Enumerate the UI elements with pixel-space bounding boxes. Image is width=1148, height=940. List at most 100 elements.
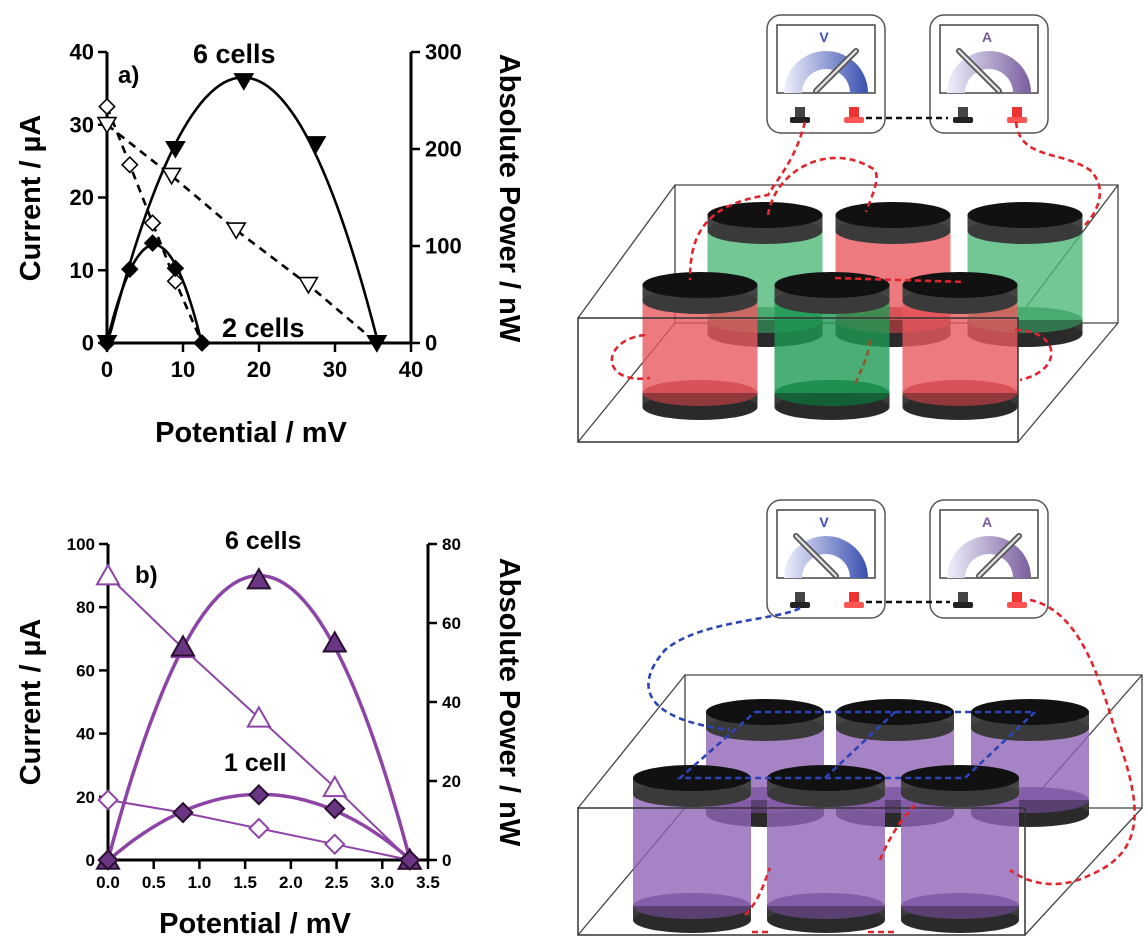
voltmeter-b: V (766, 499, 886, 619)
chart-a-y2-axis-label: Absolute Power / nW (493, 54, 525, 343)
cell-body (633, 790, 751, 906)
chart-0-y-tick-label: 0 (82, 331, 94, 356)
chart-1-x-tick-label: 1.5 (233, 873, 257, 892)
cell-cap-top (774, 272, 890, 298)
chart-a-annotation-2-cells: 2 cells (222, 313, 305, 343)
chart-1-x-tick-label: 1.0 (188, 873, 212, 892)
chart-0-series-2-point (98, 97, 116, 116)
chart-1-series-0-point (95, 563, 121, 586)
chart-0-series-1-line (105, 76, 379, 344)
chart-1-series-2-point (97, 789, 119, 811)
terminal-black-base (790, 117, 810, 123)
terminal-black-base (953, 117, 973, 123)
chart-1-y-tick-label: 40 (76, 725, 95, 744)
chart-0-y-tick-label: 30 (70, 112, 94, 137)
chart-0-series-1-point (233, 73, 255, 91)
terminal-red-base (844, 117, 864, 123)
chart-0-series-3-point (98, 334, 116, 352)
chart-0-y-tick-label: 10 (70, 258, 94, 283)
chart-b-marks (95, 563, 423, 871)
chart-0-series-0-point (298, 276, 319, 295)
terminal-red-base (844, 602, 864, 608)
meter-needle-highlight (977, 534, 1021, 578)
chart-1-x-tick-label: 3.5 (416, 873, 440, 892)
chart-1-y2-tick-label: 20 (442, 772, 461, 791)
wire-red-2 (766, 156, 878, 216)
chart-a-panel-label: a) (118, 62, 139, 89)
chart-a-lines (105, 76, 379, 344)
chart-a-marks (96, 73, 388, 353)
chart-0-x-tick-label: 40 (399, 357, 423, 382)
wires-a (610, 116, 1102, 386)
chart-b-ticks: 0.0 0.5 1.0 1.5 2.0 2.5 3.0 3.50204060801000204… (67, 535, 461, 892)
terminal-black (795, 107, 805, 119)
terminal-red (849, 592, 859, 604)
chart-0-series-2-point (166, 272, 185, 290)
chart-b-annotation-6-cells: 6 cells (225, 527, 301, 555)
chart-0-series-0-line (106, 123, 378, 344)
terminal-red (1012, 107, 1022, 119)
chart-0-series-3-point (121, 260, 139, 279)
meter-needle-highlight (794, 534, 838, 578)
box-outline-back-b (577, 674, 1143, 936)
chart-1-x-tick-label: 3.0 (370, 873, 394, 892)
cell-body (901, 790, 1019, 906)
meter-label: A (982, 29, 992, 45)
chart-1-series-3-point (97, 849, 119, 871)
wire-red-5 (610, 333, 651, 381)
ammeter-a: A (929, 14, 1049, 134)
meter-needle-highlight (957, 49, 1001, 93)
chart-1-y-tick-label: 60 (76, 661, 95, 680)
chart-1-y-tick-label: 20 (76, 788, 95, 807)
chart-b: 0.0 0.5 1.0 1.5 2.0 2.5 3.0 3.50204060801000204… (15, 527, 525, 940)
chart-1-series-1-point (170, 634, 196, 657)
cell-front-2 (774, 272, 890, 420)
box-outline-front-b (577, 807, 1026, 936)
cells-b (633, 699, 1089, 933)
terminal-black (795, 592, 805, 604)
chart-b-x-axis-label: Potential / mV (159, 908, 351, 940)
terminal-black-base (790, 602, 810, 608)
terminal-red-base (1007, 602, 1027, 608)
cell-front-3 (902, 272, 1018, 420)
chart-1-x-tick-label: 0.0 (96, 873, 120, 892)
chart-0-x-tick-label: 0 (101, 357, 113, 382)
terminal-black (958, 592, 968, 604)
chart-0-series-2-point (121, 155, 139, 174)
cell-b-front-2 (767, 765, 885, 933)
terminal-red-base (1007, 117, 1027, 123)
chart-1-series-0-point (246, 705, 272, 728)
meter-needle-highlight (814, 49, 858, 93)
chart-b-panel-label: b) (135, 562, 158, 589)
chart-1-y-tick-label: 0 (86, 851, 95, 870)
chart-0-series-1-point (366, 334, 388, 353)
chart-1-series-0-point (322, 774, 348, 798)
cell-body (767, 790, 885, 906)
chart-0-y2-tick-label: 0 (425, 331, 437, 356)
chart-0-series-0-point (96, 116, 118, 135)
cell-cap-top (642, 272, 758, 298)
chart-a-annotation-6-cells: 6 cells (193, 39, 276, 69)
chart-1-series-3-point (172, 801, 194, 824)
chart-1-y2-tick-label: 60 (442, 614, 461, 633)
wires-b (647, 598, 1136, 934)
meter-label: A (982, 514, 992, 530)
chart-1-series-3-point (248, 784, 270, 806)
chart-0-y2-tick-label: 300 (425, 40, 462, 65)
chart-0-y-tick-label: 40 (70, 40, 94, 65)
chart-1-y-tick-label: 100 (67, 535, 95, 554)
cell-cap-top (835, 202, 951, 228)
chart-0-series-2-point (143, 214, 162, 232)
chart-0-series-3-point (166, 259, 185, 278)
chart-b-annotation-1-cell: 1 cell (224, 749, 287, 777)
wire-blue-3 (824, 711, 896, 779)
wire-red-b4 (744, 867, 772, 916)
chart-0-series-3-line (105, 243, 204, 344)
cell-b-front-3 (901, 765, 1019, 933)
terminal-black-base (953, 602, 973, 608)
wire-red-3 (1014, 121, 1102, 226)
